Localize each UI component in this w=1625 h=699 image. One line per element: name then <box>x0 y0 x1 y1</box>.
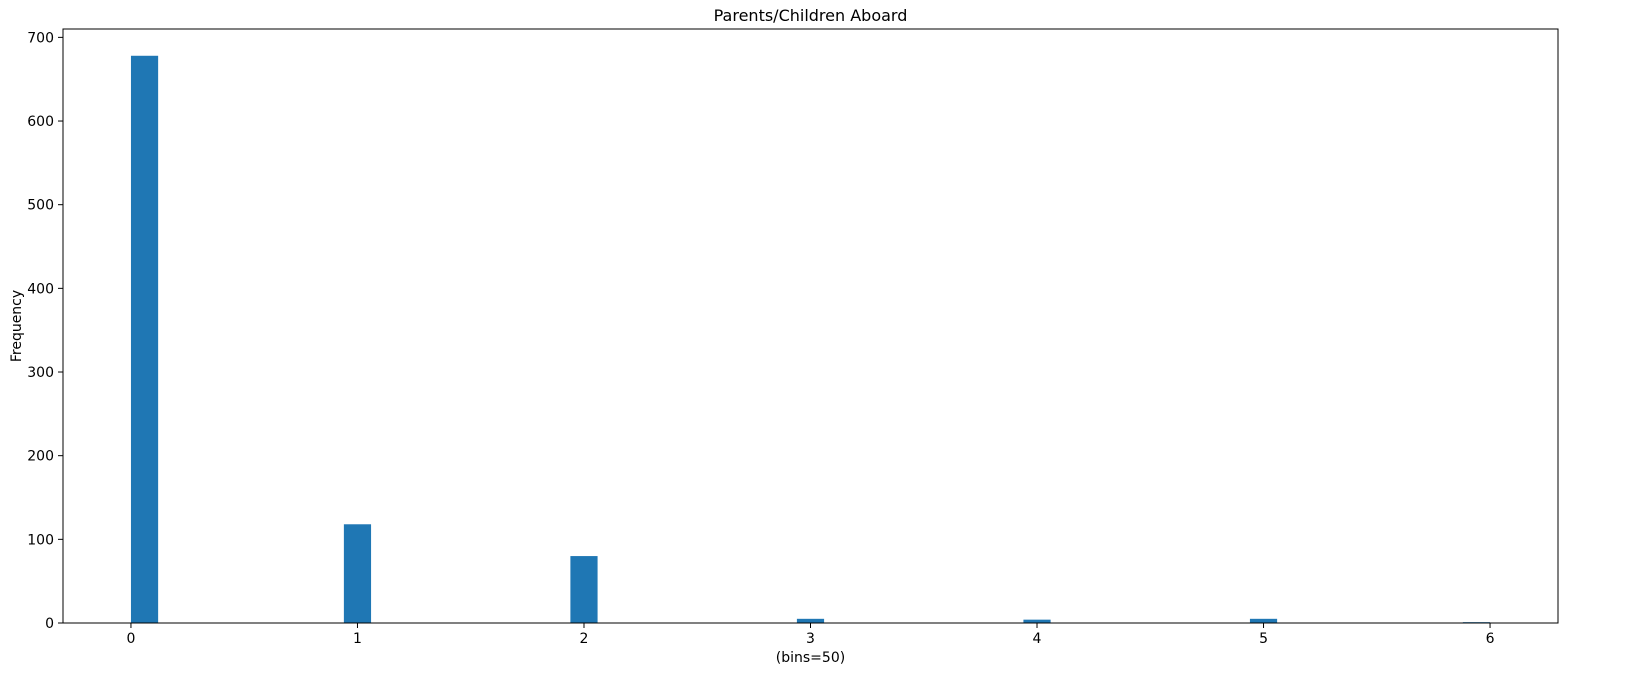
y-tick-label: 100 <box>27 532 54 548</box>
histogram-bar <box>1249 618 1278 623</box>
x-tick-label: 4 <box>1033 631 1042 647</box>
y-axis-label: Frequency <box>9 290 25 362</box>
histogram-bar <box>796 618 825 623</box>
x-tick-label: 2 <box>580 631 589 647</box>
y-tick-label: 200 <box>27 449 54 465</box>
plot-frame <box>62 28 1559 624</box>
y-tick-label: 500 <box>27 198 54 214</box>
histogram-bar <box>130 55 159 623</box>
x-tick-label: 6 <box>1486 631 1495 647</box>
x-axis-ticks: 0 1 2 3 4 5 6 <box>126 623 1495 647</box>
y-tick-label: 400 <box>27 281 54 297</box>
x-tick-label: 1 <box>353 631 362 647</box>
chart-title: Parents/Children Aboard <box>714 6 908 25</box>
y-tick-label: 300 <box>27 365 54 381</box>
histogram-bar <box>570 556 598 623</box>
y-tick-label: 700 <box>27 30 54 46</box>
x-tick-label: 5 <box>1259 631 1268 647</box>
bars-group <box>130 55 1491 623</box>
x-tick-label: 3 <box>806 631 815 647</box>
y-tick-label: 600 <box>27 114 54 130</box>
histogram-bar <box>1023 619 1051 623</box>
x-tick-label: 0 <box>126 631 135 647</box>
y-axis-ticks: 0 100 200 300 400 500 600 700 <box>27 30 63 632</box>
histogram-bar <box>343 524 372 623</box>
y-tick-label: 0 <box>45 616 54 632</box>
x-axis-label: (bins=50) <box>776 650 845 666</box>
